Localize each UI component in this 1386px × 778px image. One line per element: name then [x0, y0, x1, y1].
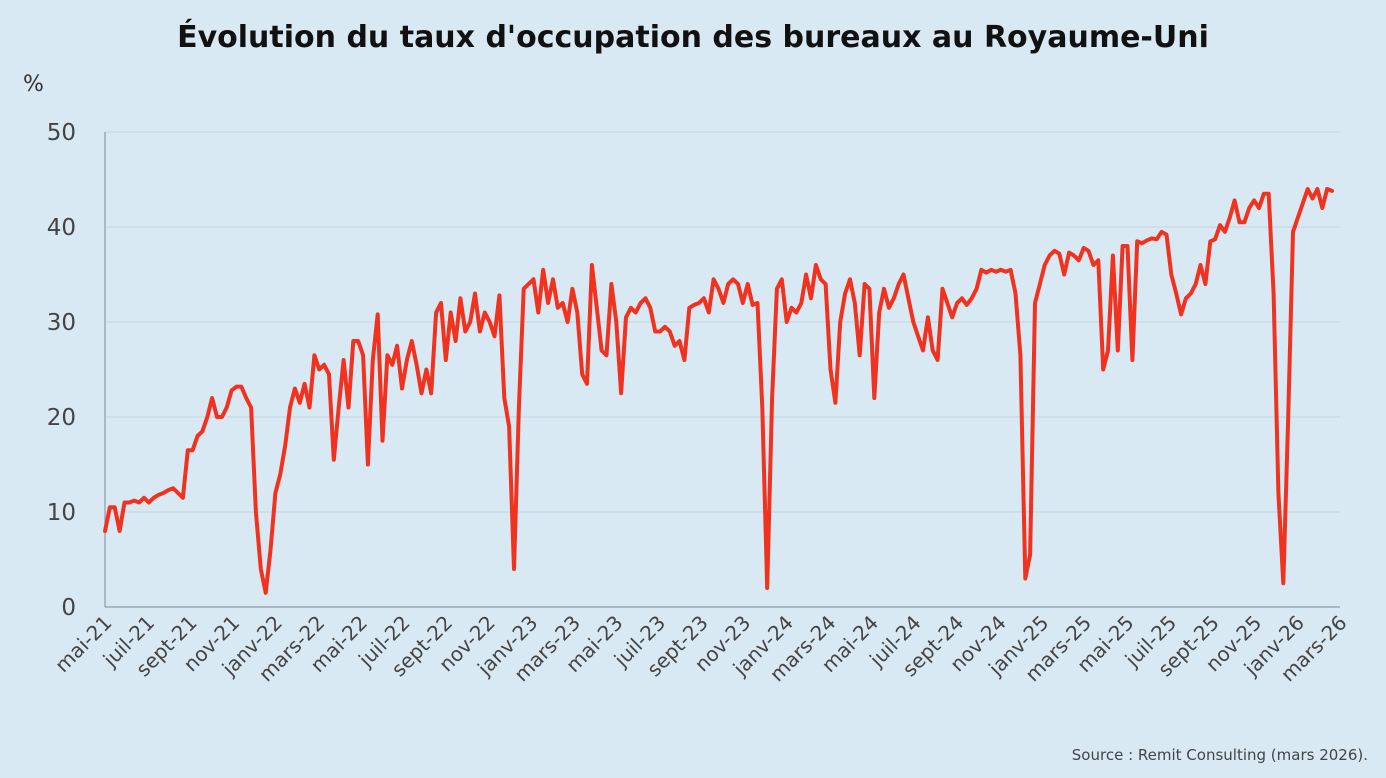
- chart-title: Évolution du taux d'occupation des burea…: [177, 20, 1209, 55]
- y-axis-unit: %: [23, 72, 44, 97]
- y-axis-ticks: 0 10 20 30 40 50: [47, 120, 76, 621]
- axes: [104, 132, 1340, 608]
- y-tick-label: 40: [47, 215, 76, 241]
- y-tick-label: 0: [61, 595, 76, 621]
- y-tick-label: 10: [47, 500, 76, 526]
- series-line: [103, 187, 1334, 595]
- y-tick-label: 30: [47, 310, 76, 336]
- x-tick-label: mai-21: [50, 611, 116, 677]
- x-axis-ticks: mai-21juil-21sept-21nov-21janv-22mars-22…: [50, 611, 1351, 687]
- source-note: Source : Remit Consulting (mars 2026).: [1071, 746, 1368, 764]
- y-tick-label: 50: [47, 120, 76, 146]
- gridlines: [105, 131, 1340, 513]
- y-tick-label: 20: [47, 405, 76, 431]
